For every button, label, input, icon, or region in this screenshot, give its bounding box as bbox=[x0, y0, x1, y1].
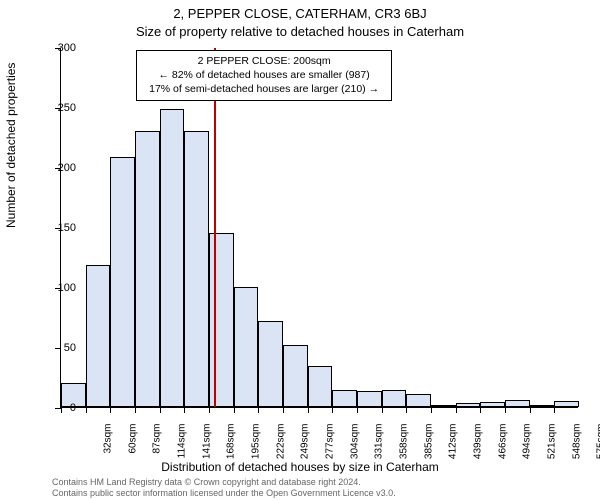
x-tick bbox=[357, 407, 358, 413]
histogram-bar bbox=[283, 345, 308, 407]
x-tick-label: 141sqm bbox=[201, 424, 212, 474]
property-marker-line bbox=[214, 48, 216, 407]
footer-line-2: Contains public sector information licen… bbox=[52, 488, 396, 498]
page-title-description: Size of property relative to detached ho… bbox=[0, 24, 600, 39]
x-tick bbox=[530, 407, 531, 413]
x-tick bbox=[431, 407, 432, 413]
histogram-bar bbox=[135, 131, 160, 407]
histogram-bar bbox=[406, 394, 431, 407]
x-tick-label: 195sqm bbox=[251, 424, 262, 474]
histogram-bar bbox=[184, 131, 209, 407]
footer-line-1: Contains HM Land Registry data © Crown c… bbox=[52, 477, 396, 487]
x-tick bbox=[61, 407, 62, 413]
x-tick bbox=[135, 407, 136, 413]
x-tick-label: 114sqm bbox=[177, 424, 188, 474]
annotation-line-3: 17% of semi-detached houses are larger (… bbox=[143, 82, 385, 96]
x-tick-label: 60sqm bbox=[127, 424, 138, 474]
x-tick bbox=[160, 407, 161, 413]
x-tick-label: 521sqm bbox=[547, 424, 558, 474]
y-tick-label: 150 bbox=[58, 222, 76, 234]
y-tick-label: 300 bbox=[58, 42, 76, 54]
x-tick bbox=[554, 407, 555, 413]
x-tick-label: 575sqm bbox=[596, 424, 600, 474]
histogram-bar bbox=[554, 401, 579, 407]
histogram-bar bbox=[209, 233, 234, 407]
chart-page: 2, PEPPER CLOSE, CATERHAM, CR3 6BJ Size … bbox=[0, 0, 600, 500]
plot-area: 2 PEPPER CLOSE: 200sqm← 82% of detached … bbox=[60, 48, 578, 408]
x-tick bbox=[406, 407, 407, 413]
histogram-bar bbox=[382, 390, 407, 407]
x-tick-label: 358sqm bbox=[399, 424, 410, 474]
x-tick bbox=[382, 407, 383, 413]
x-tick-label: 494sqm bbox=[522, 424, 533, 474]
annotation-line-1: 2 PEPPER CLOSE: 200sqm bbox=[143, 54, 385, 68]
histogram-bar bbox=[234, 287, 259, 407]
x-tick-label: 439sqm bbox=[473, 424, 484, 474]
histogram-bar bbox=[456, 403, 481, 407]
x-tick bbox=[332, 407, 333, 413]
histogram-bar bbox=[480, 402, 505, 407]
x-tick bbox=[110, 407, 111, 413]
x-tick-label: 277sqm bbox=[325, 424, 336, 474]
page-title-address: 2, PEPPER CLOSE, CATERHAM, CR3 6BJ bbox=[0, 6, 600, 21]
histogram-bar bbox=[308, 366, 333, 407]
x-tick-label: 385sqm bbox=[423, 424, 434, 474]
y-axis-label: Number of detached properties bbox=[4, 63, 18, 228]
x-tick bbox=[184, 407, 185, 413]
x-tick bbox=[456, 407, 457, 413]
histogram-bar bbox=[110, 157, 135, 407]
x-tick bbox=[283, 407, 284, 413]
footer-attribution: Contains HM Land Registry data © Crown c… bbox=[52, 477, 396, 498]
x-tick bbox=[480, 407, 481, 413]
x-tick-label: 548sqm bbox=[571, 424, 582, 474]
x-tick-label: 87sqm bbox=[152, 424, 163, 474]
y-tick-label: 200 bbox=[58, 162, 76, 174]
histogram-bar bbox=[530, 405, 555, 407]
histogram-bar bbox=[86, 265, 111, 407]
x-tick-label: 32sqm bbox=[103, 424, 114, 474]
x-tick bbox=[86, 407, 87, 413]
annotation-line-2: ← 82% of detached houses are smaller (98… bbox=[143, 68, 385, 82]
y-tick-label: 100 bbox=[58, 282, 76, 294]
y-tick bbox=[55, 348, 61, 349]
x-tick-label: 222sqm bbox=[275, 424, 286, 474]
x-tick-label: 466sqm bbox=[497, 424, 508, 474]
x-tick-label: 249sqm bbox=[300, 424, 311, 474]
y-tick-label: 250 bbox=[58, 102, 76, 114]
histogram-bar bbox=[505, 400, 530, 407]
x-tick-label: 304sqm bbox=[349, 424, 360, 474]
x-tick bbox=[209, 407, 210, 413]
y-tick-label: 50 bbox=[64, 342, 76, 354]
x-tick-label: 412sqm bbox=[448, 424, 459, 474]
histogram-bar bbox=[160, 109, 185, 407]
histogram-bar bbox=[258, 321, 283, 407]
histogram-bar bbox=[431, 405, 456, 407]
y-tick-label: 0 bbox=[70, 402, 76, 414]
x-tick bbox=[308, 407, 309, 413]
histogram-plot: 2 PEPPER CLOSE: 200sqm← 82% of detached … bbox=[60, 48, 578, 408]
x-tick-label: 331sqm bbox=[374, 424, 385, 474]
x-tick bbox=[234, 407, 235, 413]
histogram-bar bbox=[332, 390, 357, 407]
x-tick bbox=[258, 407, 259, 413]
annotation-box: 2 PEPPER CLOSE: 200sqm← 82% of detached … bbox=[136, 50, 392, 101]
x-tick-label: 168sqm bbox=[226, 424, 237, 474]
x-tick bbox=[505, 407, 506, 413]
histogram-bar bbox=[357, 391, 382, 407]
